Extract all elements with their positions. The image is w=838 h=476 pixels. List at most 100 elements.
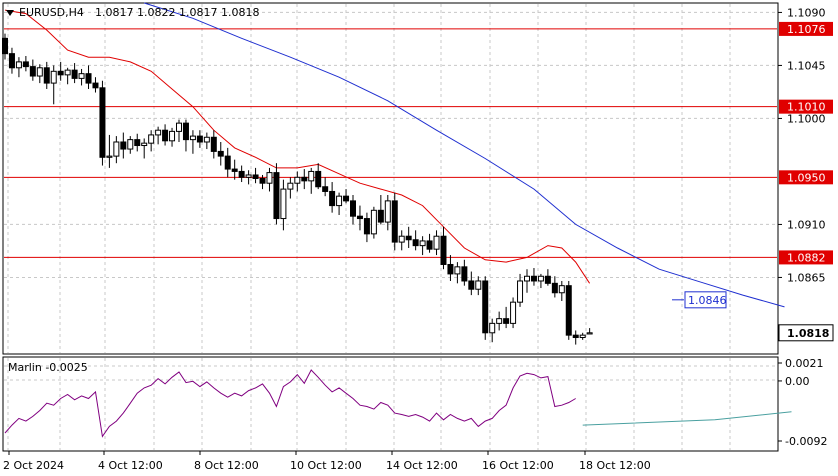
price-tick-label: 1.0865 (787, 271, 826, 284)
candle (99, 80, 106, 166)
candle (8, 47, 15, 74)
candle (127, 136, 134, 154)
candle-body-bear (468, 280, 475, 290)
candle (120, 132, 127, 159)
candle (301, 169, 308, 190)
candle-body-bull (496, 318, 503, 324)
candle-body-bull (524, 275, 530, 282)
candle-body-bull (113, 141, 120, 157)
candle-body-bull (266, 172, 273, 184)
candle-body-bear (544, 275, 551, 284)
candle (315, 163, 322, 190)
candle-body-bull (203, 136, 210, 143)
candle (356, 205, 363, 231)
symbol-label: EURUSD,H4 (19, 6, 84, 19)
candle-body-bull (294, 176, 301, 184)
indicator-name: Marlin -0.0025 (8, 361, 88, 374)
time-tick-label: 18 Oct 12:00 (579, 459, 651, 472)
candle-body-bear (405, 235, 412, 241)
candle-body-bull (127, 139, 134, 150)
time-tick-label: 10 Oct 12:00 (290, 459, 362, 472)
candle (29, 59, 36, 81)
candle-body-bull (36, 67, 43, 77)
indicator-axis: 0.0021 0.00 -0.0092 (778, 357, 827, 448)
candle-body-bull (336, 195, 343, 207)
candle-body-bull (148, 134, 155, 144)
candle (71, 63, 78, 84)
candle (530, 268, 537, 286)
candle (287, 177, 294, 199)
candle (517, 273, 524, 307)
candle-body-bear (572, 334, 579, 339)
main-panel (2, 2, 779, 355)
candle-body-bull (64, 69, 71, 76)
candle-body-bear (503, 318, 510, 324)
candle (182, 119, 189, 152)
candle (15, 57, 22, 78)
candle-body-bull (15, 61, 22, 69)
candle (266, 167, 273, 192)
candle-body-bull (245, 174, 252, 178)
candle (294, 171, 301, 192)
candle-body-bear (565, 285, 572, 336)
oscillator-trendline[interactable] (582, 411, 792, 426)
candle (224, 147, 231, 178)
candle (398, 230, 405, 251)
candle (210, 130, 217, 159)
level-badge-label: 1.0950 (787, 171, 826, 184)
candle-body-bull (489, 322, 496, 334)
level-badge (779, 170, 833, 185)
candle-body-bear (217, 150, 224, 157)
candle-body-bear (29, 66, 36, 77)
candle (92, 77, 99, 93)
level-badge-label: 1.1076 (787, 23, 826, 36)
candle (454, 262, 461, 284)
candle (329, 182, 336, 213)
candle-body-bear (426, 240, 433, 250)
candle (384, 194, 391, 231)
candle (217, 141, 224, 166)
candle (586, 328, 593, 335)
candle-body-bear (92, 82, 99, 89)
time-axis: 2 Oct 2024 4 Oct 12:00 8 Oct 12:00 10 Oct 1… (3, 451, 651, 472)
candle (22, 56, 29, 72)
candle (36, 64, 43, 84)
candle-body-bull (189, 135, 196, 141)
candle-body-bull (579, 334, 586, 339)
current-price-badge (778, 324, 834, 342)
candle-body-bear (343, 195, 350, 202)
candle-body-bull (454, 266, 461, 275)
candle-body-bear (259, 178, 266, 184)
candle-body-bull (169, 130, 176, 142)
candle-body-bear (252, 174, 259, 180)
candle-body-bear (329, 190, 336, 207)
candle-body-bear (224, 155, 231, 170)
candle-body-bear (210, 136, 217, 152)
candle (461, 259, 468, 286)
candle (544, 269, 551, 286)
candle-body-bear (447, 263, 454, 275)
time-tick-label: 2 Oct 2024 (3, 459, 64, 472)
candle (377, 194, 384, 225)
candle-body-bear (2, 37, 8, 55)
candle (579, 332, 586, 340)
candle-body-bull (50, 70, 57, 84)
candle-body-bear (350, 200, 356, 217)
callout-box[interactable] (684, 291, 727, 309)
candle-body-bear (134, 139, 141, 147)
candle-body-bear (43, 67, 50, 84)
candle (363, 212, 370, 243)
candle (196, 130, 203, 148)
candle-body-bull (308, 170, 315, 182)
candle (558, 280, 565, 301)
candle-body-bull (370, 209, 377, 235)
candle-body-bull (586, 332, 593, 335)
oscillator-line (4, 369, 576, 438)
candle-body-bear (22, 61, 29, 68)
candle-body-bear (301, 176, 308, 182)
time-tick-label: 4 Oct 12:00 (98, 459, 163, 472)
candle-body-bear (315, 170, 322, 188)
triangle-down-icon[interactable] (6, 10, 14, 16)
candle-body-bull (558, 285, 565, 294)
